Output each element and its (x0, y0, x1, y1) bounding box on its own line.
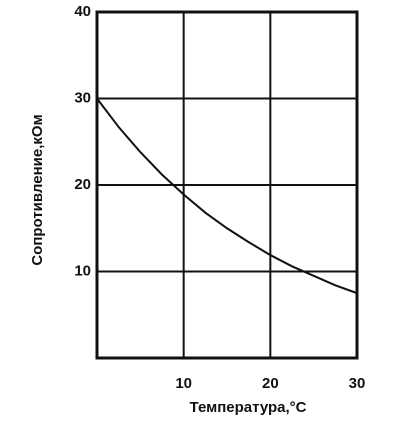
y-axis-label: Сопротивление,кОм (29, 114, 46, 265)
y-tick-label: 20 (74, 176, 91, 193)
x-tick-label: 30 (349, 375, 366, 392)
y-tick-label: 40 (74, 3, 91, 20)
x-tick-label: 20 (262, 375, 279, 392)
x-tick-label: 10 (175, 375, 192, 392)
x-axis-label: Температура,°C (190, 399, 307, 416)
y-tick-label: 10 (74, 262, 91, 279)
data-line (96, 97, 358, 295)
y-tick-label: 30 (74, 89, 91, 106)
